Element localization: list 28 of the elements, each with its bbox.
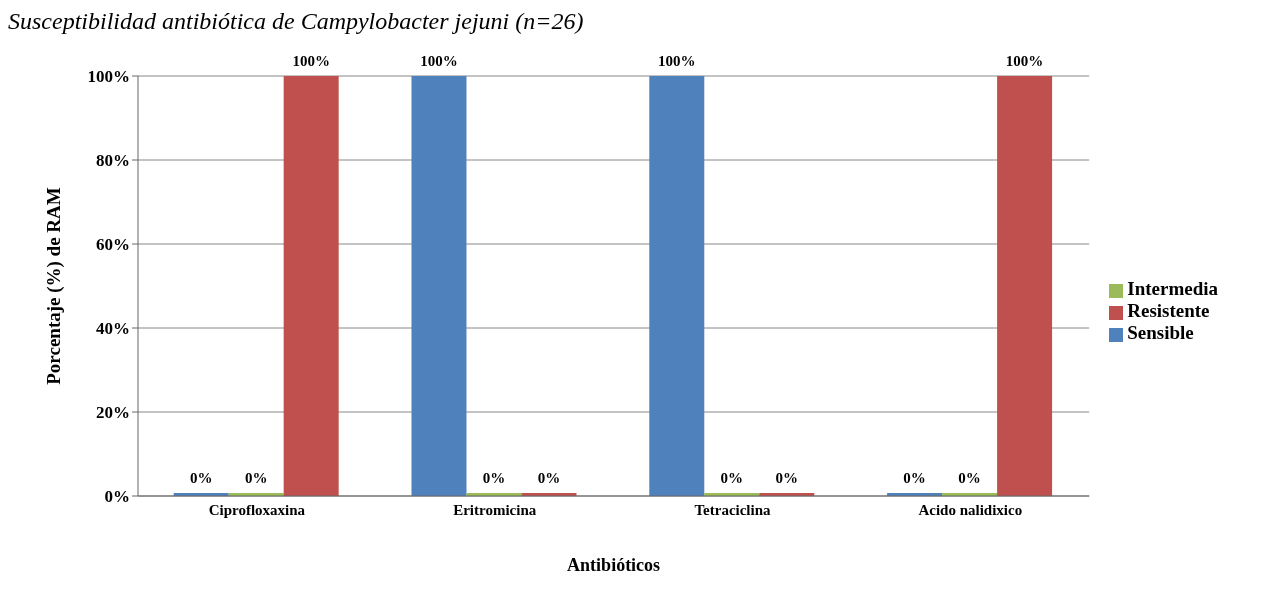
data-label: 0% (244, 470, 268, 486)
data-label: 100% (420, 53, 458, 69)
legend-label: Sensible (1127, 322, 1194, 343)
data-label: 100% (1005, 53, 1044, 69)
chart-title: Susceptibilidad antibiótica de Campylobacter jejuni (n=26) (8, 8, 585, 36)
x-tick-label: Acido nalidixico (918, 501, 1023, 518)
data-label: 0% (482, 470, 506, 486)
data-label: 0% (958, 470, 981, 486)
x-tick-label: Tetraciclina (694, 501, 772, 518)
data-label: 0% (189, 470, 213, 486)
data-label: 0% (720, 470, 744, 486)
data-label: 0% (775, 470, 799, 486)
x-tick-label: Ciprofloxaxina (208, 501, 306, 518)
y-tick-label: 100% (87, 67, 130, 87)
data-label: 0% (537, 470, 561, 486)
legend-label: Intermedia (1127, 278, 1218, 299)
data-label: 100% (292, 53, 330, 69)
legend-label: Resistente (1127, 300, 1210, 321)
x-axis-title: Antibióticos (567, 555, 661, 575)
y-tick-label: 40% (96, 319, 130, 339)
x-tick-label: Eritromicina (453, 501, 537, 518)
y-tick-label: 0% (104, 487, 130, 507)
y-axis-title: Porcentaje (%) de RAM (42, 187, 65, 385)
y-tick-label: 20% (96, 403, 130, 423)
data-label: 0% (903, 470, 926, 486)
y-tick-label: 80% (96, 151, 130, 171)
data-label: 100% (658, 53, 696, 69)
y-tick-label: 60% (96, 235, 130, 255)
